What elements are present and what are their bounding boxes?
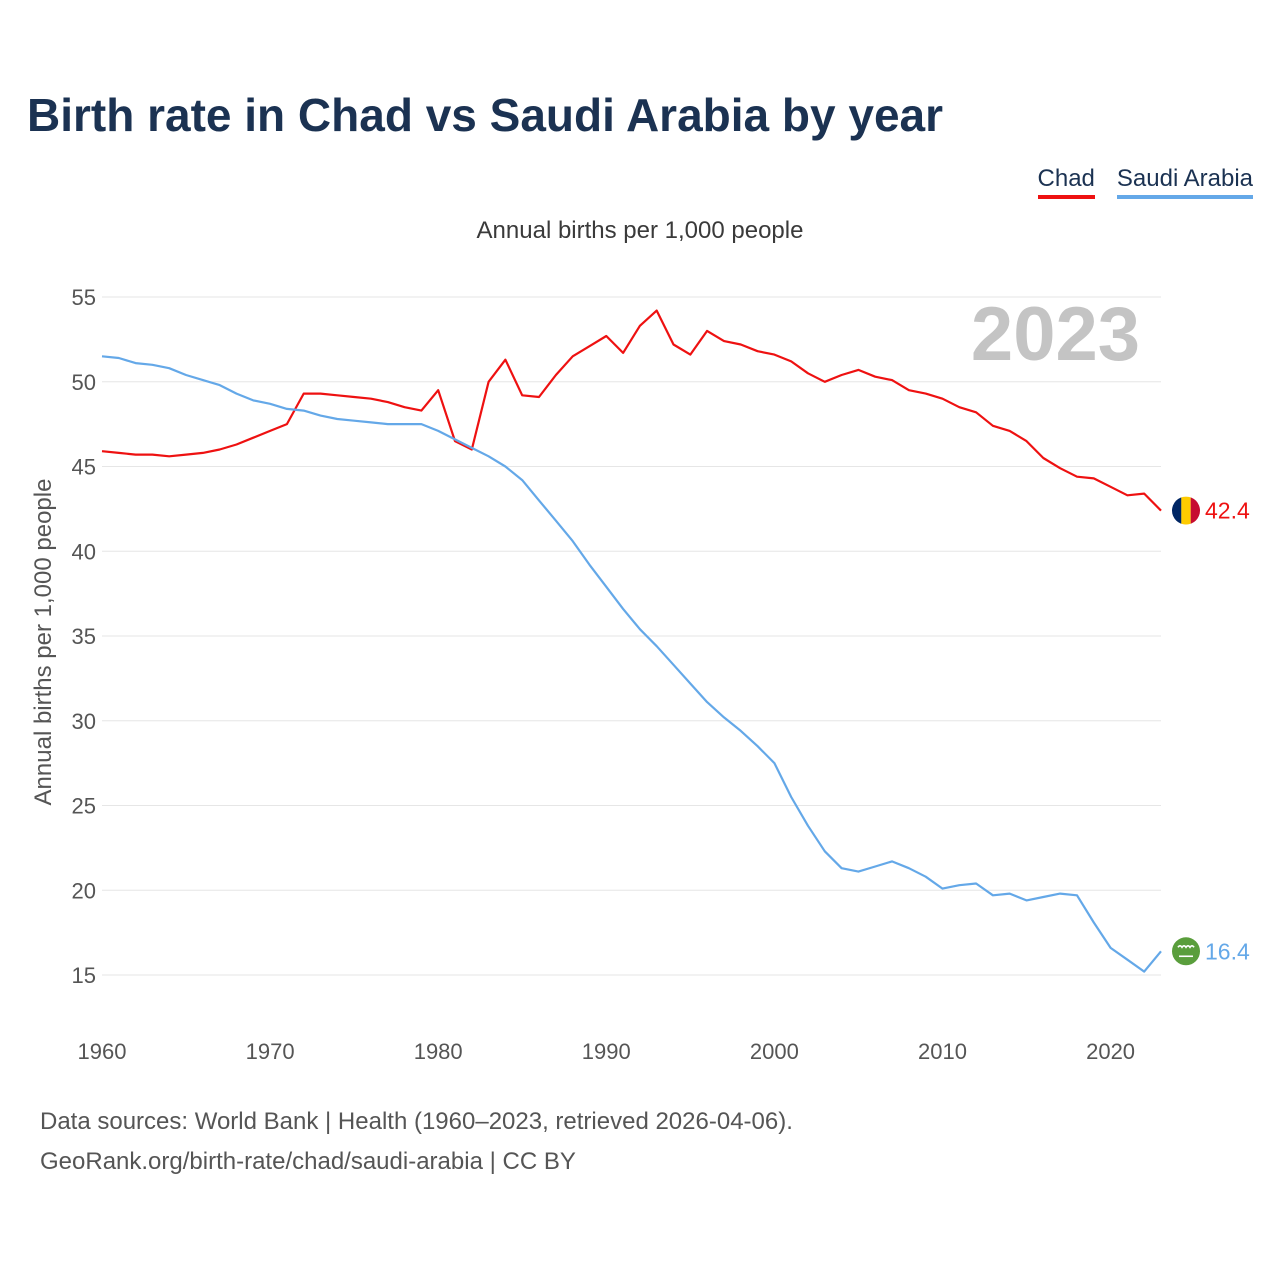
chart-subtitle: Annual births per 1,000 people xyxy=(476,217,804,244)
y-tick-label: 40 xyxy=(72,539,96,564)
y-tick-label: 50 xyxy=(72,370,96,395)
series-lines xyxy=(101,309,1162,973)
y-tick-label: 20 xyxy=(72,878,96,903)
saudi-arabia-flag-icon xyxy=(1172,937,1200,966)
y-tick-label: 15 xyxy=(72,963,96,988)
x-tick-label: 1970 xyxy=(246,1039,295,1064)
legend-item-saudi-arabia[interactable]: Saudi Arabia xyxy=(1116,165,1253,199)
y-tick-label: 25 xyxy=(72,794,96,819)
source-link[interactable]: GeoRank.org/birth-rate/chad/saudi-arabia… xyxy=(40,1148,576,1175)
x-tick-label: 2010 xyxy=(918,1039,967,1064)
chad-flag-icon xyxy=(1172,496,1200,525)
source-note: Data sources: World Bank | Health (1960–… xyxy=(40,1108,793,1135)
end-value-label: 16.4 xyxy=(1205,938,1250,964)
y-tick-label: 45 xyxy=(72,455,96,480)
x-tick-label: 2000 xyxy=(750,1039,799,1064)
x-tick-label: 1990 xyxy=(582,1039,631,1064)
x-tick-label: 1980 xyxy=(414,1039,463,1064)
series-line-chad[interactable] xyxy=(101,309,1162,512)
y-axis-ticks: 15 20 25 30 35 40 45 50 55 xyxy=(72,285,96,988)
x-axis-ticks: 1960 1970 1980 1990 2000 2010 2020 xyxy=(78,1039,1136,1064)
x-tick-label: 2020 xyxy=(1086,1039,1135,1064)
y-tick-label: 55 xyxy=(72,285,96,310)
y-tick-label: 35 xyxy=(72,624,96,649)
end-labels: 42.4 16.4 xyxy=(1172,496,1250,966)
end-value-label: 42.4 xyxy=(1205,498,1250,524)
series-line-saudi-arabia[interactable] xyxy=(101,355,1162,973)
legend: Chad Saudi Arabia xyxy=(1037,165,1253,199)
y-tick-label: 30 xyxy=(72,709,96,734)
chart-title: Birth rate in Chad vs Saudi Arabia by ye… xyxy=(27,89,944,141)
x-tick-label: 1960 xyxy=(78,1039,127,1064)
year-watermark: 2023 xyxy=(971,292,1140,377)
legend-item-chad[interactable]: Chad xyxy=(1037,165,1095,199)
gridlines xyxy=(102,296,1161,976)
